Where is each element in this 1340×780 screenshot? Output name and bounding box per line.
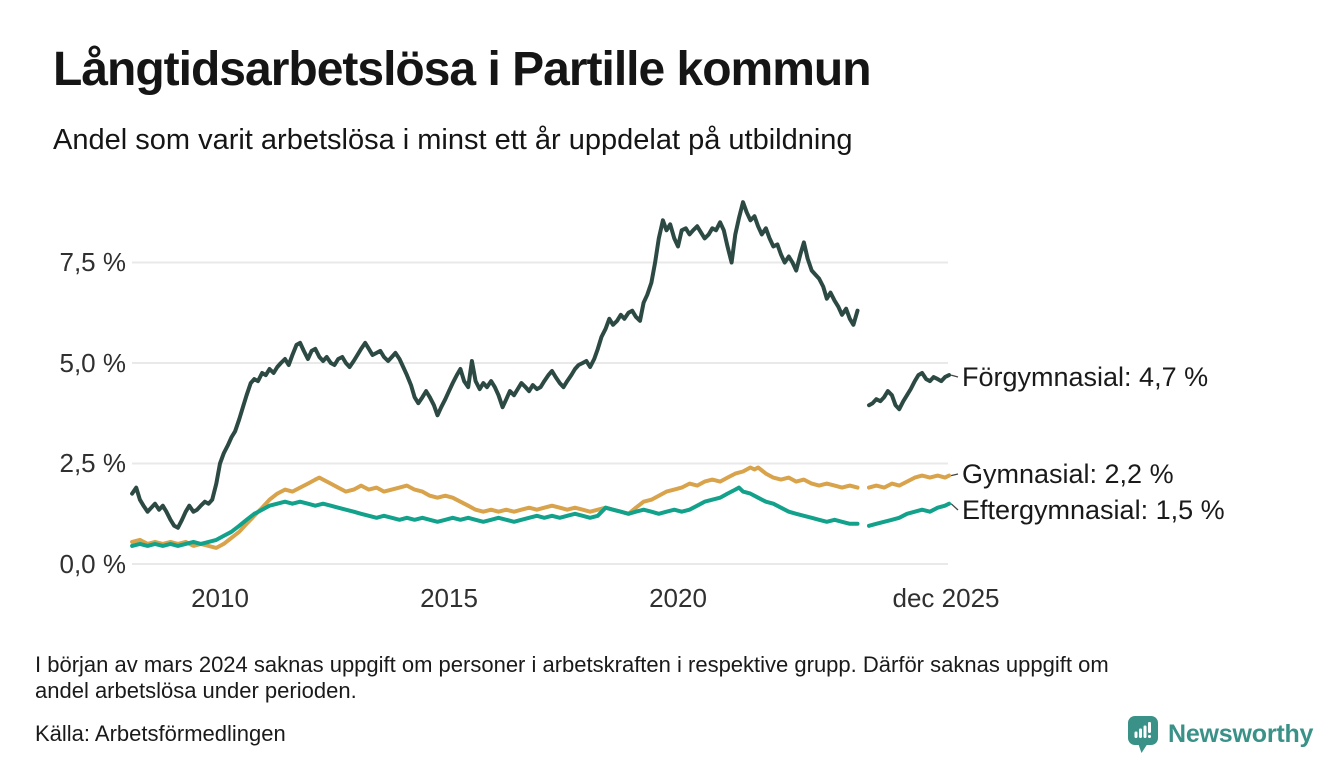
series-line-gymnasial <box>867 473 952 490</box>
chart-subtitle: Andel som varit arbetslösa i minst ett å… <box>53 124 853 156</box>
series-line-förgymnasial <box>867 371 952 412</box>
y-axis-tick: 7,5 % <box>59 247 127 277</box>
x-axis-tick: 2010 <box>191 583 249 613</box>
series-end-label-eftergymnasial: Eftergymnasial: 1,5 % <box>962 495 1225 525</box>
label-connector <box>950 473 959 477</box>
y-axis-tick: 2,5 % <box>59 448 127 478</box>
y-axis-tick: 5,0 % <box>59 348 127 378</box>
label-connector <box>950 374 959 378</box>
series-line-gymnasial <box>130 465 860 550</box>
footnote-line: andel arbetslösa under perioden. <box>35 678 357 703</box>
label-connector <box>950 503 959 511</box>
newsworthy-branding: Newsworthy <box>1126 714 1313 754</box>
page-title: Långtidsarbetslösa i Partille kommun <box>53 43 872 96</box>
newsworthy-logo-icon <box>1128 716 1158 753</box>
y-axis-tick: 0,0 % <box>59 549 127 579</box>
x-axis-tick: dec 2025 <box>892 583 1000 613</box>
series-line-eftergymnasial <box>130 485 860 548</box>
newsworthy-logo-text: Newsworthy <box>1168 719 1314 748</box>
x-axis-tick: 2020 <box>649 583 707 613</box>
source-note: Källa: Arbetsförmedlingen <box>35 721 286 746</box>
chart-footnote: I början av mars 2024 saknas uppgift om … <box>35 652 1109 704</box>
series-end-label-gymnasial: Gymnasial: 2,2 % <box>962 459 1174 489</box>
series-line-eftergymnasial <box>867 501 952 528</box>
series-line-förgymnasial <box>130 200 860 530</box>
x-axis-tick: 2015 <box>420 583 478 613</box>
footnote-line: I början av mars 2024 saknas uppgift om … <box>35 652 1109 677</box>
series-end-label-forgymnasial: Förgymnasial: 4,7 % <box>962 362 1209 392</box>
